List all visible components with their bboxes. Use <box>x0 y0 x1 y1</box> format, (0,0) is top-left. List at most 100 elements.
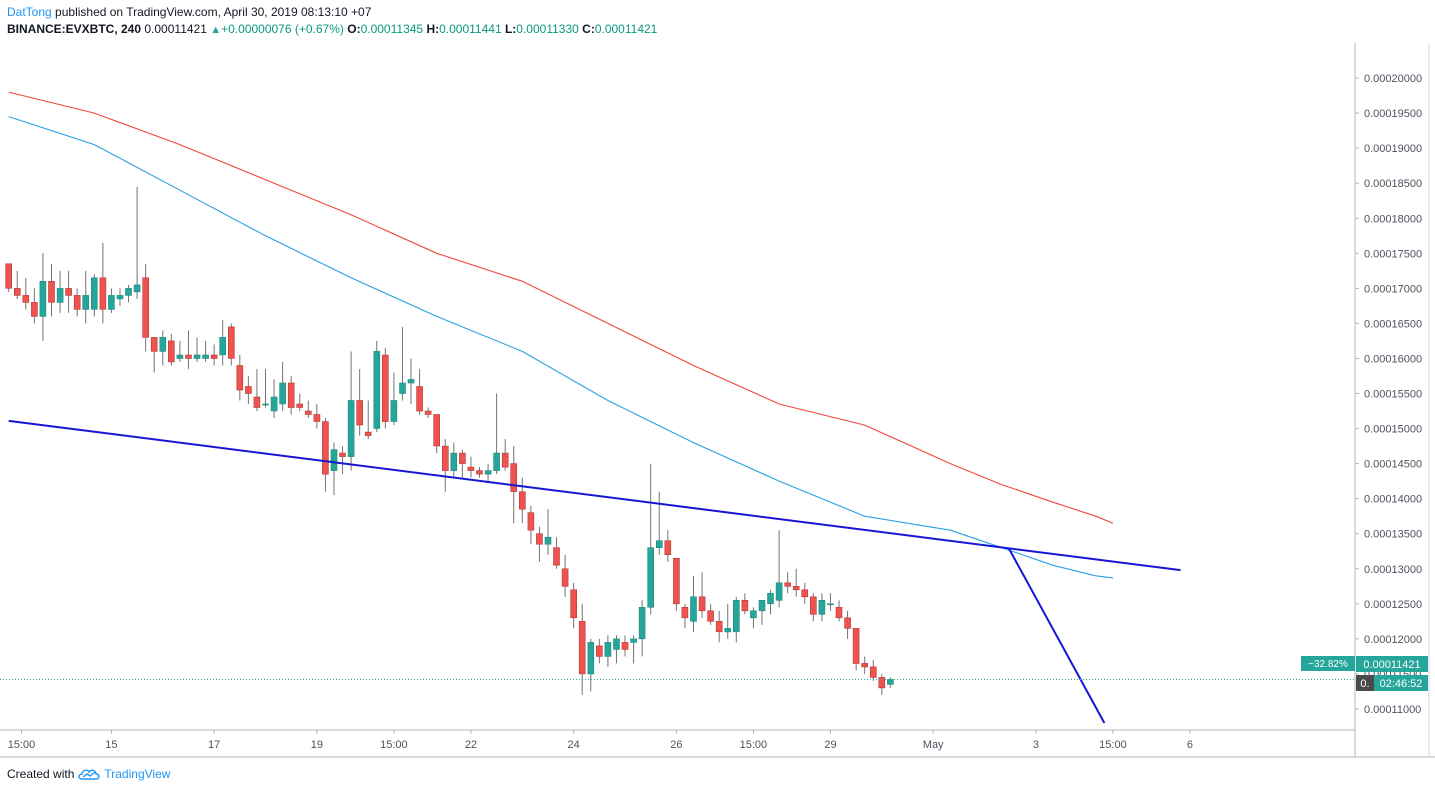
candle-body-up <box>630 638 637 643</box>
candle <box>869 659 877 681</box>
candle <box>732 596 740 643</box>
candle <box>236 354 244 401</box>
candle <box>253 368 261 412</box>
candle-body-down <box>536 533 543 545</box>
candle <box>561 554 569 597</box>
candle-body-down <box>784 582 792 587</box>
candle <box>65 270 72 313</box>
candle <box>313 404 321 429</box>
candle <box>116 288 124 306</box>
trendlines[interactable] <box>8 419 1181 724</box>
candle-body-up <box>219 337 226 356</box>
candle <box>322 418 329 492</box>
candle-body-down <box>65 288 72 296</box>
countdown-text: 02:46:52 <box>1380 678 1423 690</box>
candle-body-down <box>356 400 364 426</box>
trendline-descending-support[interactable] <box>8 419 1181 572</box>
candle <box>887 677 894 688</box>
candle-body-down <box>228 326 235 359</box>
candle <box>741 593 749 615</box>
candle-body-down <box>31 302 38 317</box>
candle-body-up <box>887 679 894 685</box>
candle <box>518 477 526 524</box>
candle-body-up <box>818 599 826 615</box>
candle-body-up <box>176 354 184 359</box>
candle-body-down <box>459 452 466 464</box>
candle <box>91 274 98 317</box>
candle <box>108 288 115 313</box>
tradingview-cloud-icon[interactable] <box>77 767 101 781</box>
candle-body-up <box>82 295 89 310</box>
author-name[interactable]: DatTong <box>7 5 52 19</box>
candle-body-up <box>613 638 620 650</box>
candle-body-down <box>715 620 723 633</box>
candle <box>381 347 389 429</box>
candle-body-up <box>39 280 47 317</box>
time-axis[interactable]: 15:00 15 17 19 15:00 22 24 26 15:00 29 May 3 15:00 6 <box>8 730 1193 751</box>
time-tick-label: May <box>923 739 944 751</box>
candle-body-down <box>441 445 449 471</box>
candle <box>364 400 372 440</box>
last-price-badge <box>1356 656 1428 672</box>
tradingview-brand[interactable]: TradingView <box>104 767 171 781</box>
candle-body-up <box>279 382 286 405</box>
candle <box>339 446 346 475</box>
candle-body-down <box>322 421 329 475</box>
candle-body-down <box>741 599 749 612</box>
price-tick-label: 0.00012000 <box>1364 634 1422 646</box>
candle-body-down <box>185 354 192 359</box>
symbol-label: BINANCE:EVXBTC, 240 <box>7 22 142 36</box>
price-tick-label: 0.00012500 <box>1364 599 1422 611</box>
candle <box>459 449 466 478</box>
time-tick-label: 15:00 <box>1099 739 1127 751</box>
candle <box>450 442 458 478</box>
candle <box>48 263 55 317</box>
price-tick-label: 0.00018000 <box>1364 213 1422 225</box>
price-tick-label: 0.00018500 <box>1364 178 1422 190</box>
candle <box>861 656 869 674</box>
candle-body-down <box>501 452 509 468</box>
up-triangle-icon: ▲ <box>210 24 222 36</box>
trendline-steep-down[interactable] <box>1007 547 1106 724</box>
candle <box>159 330 167 366</box>
candle <box>484 463 492 482</box>
price-tick-label: 0.00015500 <box>1364 389 1422 401</box>
candle <box>416 368 423 415</box>
percent-badge-text: −32.82% <box>1308 659 1348 670</box>
candle <box>767 589 774 615</box>
candle-body-down <box>861 663 869 668</box>
price-tick-label: 0.00014500 <box>1364 459 1422 471</box>
candle <box>501 439 509 471</box>
low-label: L: <box>504 22 517 36</box>
candle-body-down <box>801 589 809 598</box>
candle <box>707 603 714 625</box>
candle-body-down <box>518 491 526 510</box>
candle-body-up <box>767 592 774 605</box>
candle <box>5 263 12 292</box>
plot-area[interactable] <box>0 43 1355 730</box>
price-axis[interactable]: 0.000110000.000115000.000120000.00012500… <box>1355 73 1422 716</box>
candle-body-down <box>664 540 672 556</box>
candle <box>270 379 278 419</box>
candle-body-up <box>724 628 732 633</box>
candle-body-up <box>750 610 757 619</box>
candle-body-up <box>390 400 398 422</box>
candle-body-up <box>647 547 655 608</box>
low-value: 0.00011330 <box>516 22 579 36</box>
candle-body-up <box>347 400 355 457</box>
candle-body-down <box>561 568 569 587</box>
candle <box>835 600 843 622</box>
candle <box>441 439 449 492</box>
candle <box>99 242 107 324</box>
time-tick-label: 3 <box>1033 739 1039 751</box>
open-value: 0.00011345 <box>360 22 424 36</box>
publication-info: DatTong published on TradingView.com, Ap… <box>7 5 371 19</box>
candle-body-down <box>570 589 578 619</box>
countdown-prefix-badge <box>1356 675 1374 691</box>
candle <box>22 277 30 310</box>
candle-body-down <box>142 277 149 338</box>
candle-body-down <box>48 280 55 303</box>
candle <box>673 557 680 611</box>
candle-body-down <box>245 386 252 394</box>
